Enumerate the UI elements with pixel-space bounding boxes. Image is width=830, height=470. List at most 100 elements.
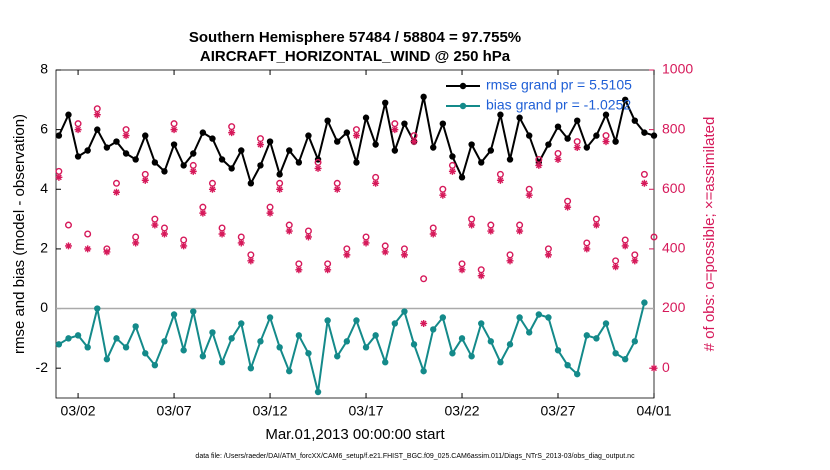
point: [372, 173, 380, 181]
point: [247, 251, 255, 259]
point: [621, 242, 629, 250]
point: [276, 344, 283, 351]
point: [420, 275, 428, 283]
point: [353, 317, 360, 324]
point: [573, 138, 581, 146]
point: [343, 338, 351, 345]
point: [132, 239, 140, 247]
point: [612, 257, 620, 265]
point: [103, 144, 111, 151]
point: [266, 203, 274, 211]
point: [381, 242, 389, 250]
point: [180, 242, 188, 250]
point: [334, 353, 341, 360]
point: [132, 323, 139, 330]
point: [266, 138, 274, 145]
point: [189, 167, 197, 175]
point: [554, 123, 562, 130]
point: [497, 111, 504, 118]
point: [352, 126, 360, 134]
point: [516, 227, 524, 235]
point: [564, 135, 571, 142]
y2-tick-label: 800: [662, 120, 686, 136]
point: [285, 221, 293, 229]
point: [640, 179, 648, 187]
point: [352, 132, 360, 140]
point: [64, 221, 72, 229]
x-tick-label: 03/27: [540, 403, 575, 419]
footnote: data file: /Users/raeder/DAI/ATM_forcXX/…: [195, 453, 635, 460]
point: [593, 132, 600, 139]
point: [304, 233, 312, 241]
point: [218, 230, 226, 238]
point: [151, 362, 159, 369]
y2-tick-label: 0: [662, 359, 670, 375]
point: [314, 164, 322, 172]
point: [266, 314, 274, 321]
point: [199, 203, 207, 211]
point: [420, 93, 427, 101]
point: [324, 317, 331, 324]
point: [65, 111, 72, 118]
point: [458, 260, 466, 268]
point: [506, 341, 514, 348]
point: [295, 266, 303, 274]
point: [324, 266, 332, 274]
point: [199, 209, 207, 217]
point: [641, 129, 648, 136]
point: [218, 224, 226, 232]
point: [372, 332, 379, 339]
point: [382, 99, 389, 107]
point: [622, 96, 629, 104]
point: [247, 257, 255, 265]
legend-label: bias grand pr = -1.0252: [486, 97, 631, 113]
point: [65, 335, 72, 342]
point: [448, 161, 456, 169]
point: [141, 170, 149, 178]
point: [238, 147, 245, 154]
point: [199, 353, 207, 360]
point: [526, 132, 533, 139]
point: [430, 144, 437, 151]
point: [468, 221, 476, 229]
point: [420, 367, 427, 375]
point: [276, 179, 284, 187]
point: [170, 311, 178, 318]
point: [516, 221, 524, 229]
point: [122, 126, 130, 134]
point: [238, 320, 245, 327]
point: [333, 185, 341, 193]
point: [218, 359, 226, 366]
x-tick-label: 03/07: [157, 403, 192, 419]
point: [74, 153, 82, 160]
y-tick-label: 6: [40, 120, 48, 136]
point: [122, 150, 130, 157]
point: [439, 185, 447, 193]
point: [112, 179, 120, 187]
point: [160, 230, 168, 238]
point: [170, 141, 178, 148]
x-tick-label: 03/22: [445, 403, 480, 419]
point: [564, 203, 572, 211]
point: [650, 364, 658, 372]
point: [208, 179, 216, 187]
point: [401, 308, 408, 315]
point: [506, 257, 514, 265]
point: [622, 356, 629, 363]
point: [545, 314, 552, 321]
point: [295, 332, 303, 339]
point: [122, 344, 130, 351]
point: [574, 117, 581, 124]
point: [237, 233, 245, 241]
point: [276, 185, 284, 193]
point: [381, 248, 389, 256]
point: [180, 162, 187, 169]
point: [602, 111, 610, 118]
point: [496, 170, 504, 178]
point: [400, 245, 408, 253]
point: [391, 126, 399, 134]
point: [612, 138, 619, 145]
point: [592, 215, 600, 223]
y2-tick-label: 600: [662, 180, 686, 196]
y-tick-label: 8: [40, 61, 48, 77]
